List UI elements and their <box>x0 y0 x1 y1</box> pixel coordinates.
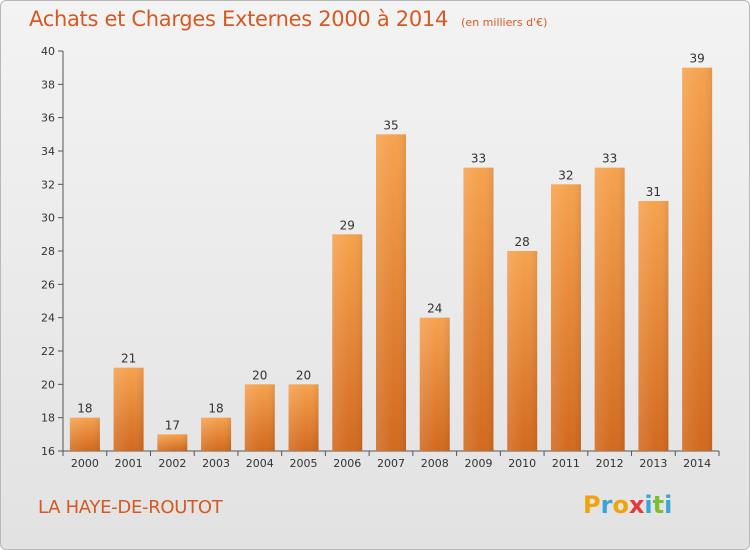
bar-shade-2011 <box>550 184 581 452</box>
bars <box>69 67 713 452</box>
bar-shade-2004 <box>244 384 275 451</box>
logo-letter: P <box>583 491 601 519</box>
chart-header: Achats et Charges Externes 2000 à 2014 (… <box>29 7 547 31</box>
y-tick-label: 22 <box>41 345 55 358</box>
x-tick-label-2009: 2009 <box>464 457 492 470</box>
bar-shade-2006 <box>332 234 363 451</box>
logo-letter: i <box>664 491 673 519</box>
x-tick-label-2002: 2002 <box>158 457 186 470</box>
logo-letter: x <box>628 491 645 519</box>
data-label-2008: 24 <box>427 302 442 316</box>
y-tick-label: 28 <box>41 245 55 258</box>
logo-letter: i <box>644 491 653 519</box>
data-label-2013: 31 <box>646 185 661 199</box>
y-tick-label: 30 <box>41 212 55 225</box>
chart-subtitle: (en milliers d'€) <box>461 16 548 29</box>
x-tick-label-2012: 2012 <box>596 457 624 470</box>
bar-shade-2010 <box>507 251 538 451</box>
bar-shade-2005 <box>288 384 319 451</box>
data-label-2007: 35 <box>383 118 398 132</box>
x-tick-label-2011: 2011 <box>552 457 580 470</box>
logo-letter: o <box>612 491 629 519</box>
x-tick-label-2001: 2001 <box>115 457 143 470</box>
data-label-2003: 18 <box>208 402 223 416</box>
bar-shade-2008 <box>419 317 450 451</box>
commune-name: LA HAYE-DE-ROUTOT <box>38 497 223 518</box>
y-tick-label: 20 <box>41 378 55 391</box>
data-label-2014: 39 <box>689 52 704 66</box>
data-label-2000: 18 <box>77 402 92 416</box>
data-label-2012: 33 <box>602 152 617 166</box>
x-tick-label-2013: 2013 <box>639 457 667 470</box>
data-label-2001: 21 <box>121 352 136 366</box>
x-tick-label-2006: 2006 <box>333 457 361 470</box>
bar-shade-2014 <box>682 67 713 452</box>
bar-shade-2001 <box>113 367 144 451</box>
x-tick-label-2010: 2010 <box>508 457 536 470</box>
logo-letter: t <box>652 491 665 519</box>
y-tick-label: 18 <box>41 412 55 425</box>
y-tick-label: 26 <box>41 278 55 291</box>
data-label-2010: 28 <box>515 235 530 249</box>
logo-letter: r <box>600 491 613 519</box>
x-tick-label-2008: 2008 <box>421 457 449 470</box>
x-tick-label-2005: 2005 <box>290 457 318 470</box>
y-tick-label: 36 <box>41 112 55 125</box>
x-tick-label-2014: 2014 <box>683 457 711 470</box>
bar-shade-2002 <box>157 434 188 451</box>
bar-shade-2007 <box>376 134 406 452</box>
data-label-2011: 32 <box>558 168 573 182</box>
data-labels: 18 21 17 18 20 20 29 35 24 33 28 32 33 31 39 <box>77 52 705 433</box>
bar-shade-2003 <box>201 417 232 451</box>
y-tick-label: 40 <box>41 45 55 58</box>
x-tick-label-2003: 2003 <box>202 457 230 470</box>
y-tick-label: 24 <box>41 312 55 325</box>
x-tick-label-2007: 2007 <box>377 457 405 470</box>
x-tick-label-2000: 2000 <box>71 457 99 470</box>
data-label-2004: 20 <box>252 368 267 382</box>
bar-shade-2013 <box>638 201 669 451</box>
y-tick-label: 38 <box>41 78 55 91</box>
bar-shade-2000 <box>69 417 100 451</box>
y-tick-label: 34 <box>41 145 55 158</box>
data-label-2006: 29 <box>340 218 355 232</box>
x-tick-label-2004: 2004 <box>246 457 274 470</box>
y-tick-label: 16 <box>41 445 55 458</box>
y-tick-label: 32 <box>41 178 55 191</box>
data-label-2005: 20 <box>296 368 311 382</box>
axes: 16 18 20 22 24 26 28 30 32 34 36 38 40 2000 2001 2002 20… <box>41 45 720 470</box>
proxiti-logo[interactable]: Proxiti <box>583 491 672 519</box>
chart-title: Achats et Charges Externes 2000 à 2014 <box>29 7 449 31</box>
data-label-2002: 17 <box>165 418 180 432</box>
data-label-2009: 33 <box>471 152 486 166</box>
bar-shade-2012 <box>594 167 625 451</box>
bar-shade-2009 <box>463 167 494 451</box>
